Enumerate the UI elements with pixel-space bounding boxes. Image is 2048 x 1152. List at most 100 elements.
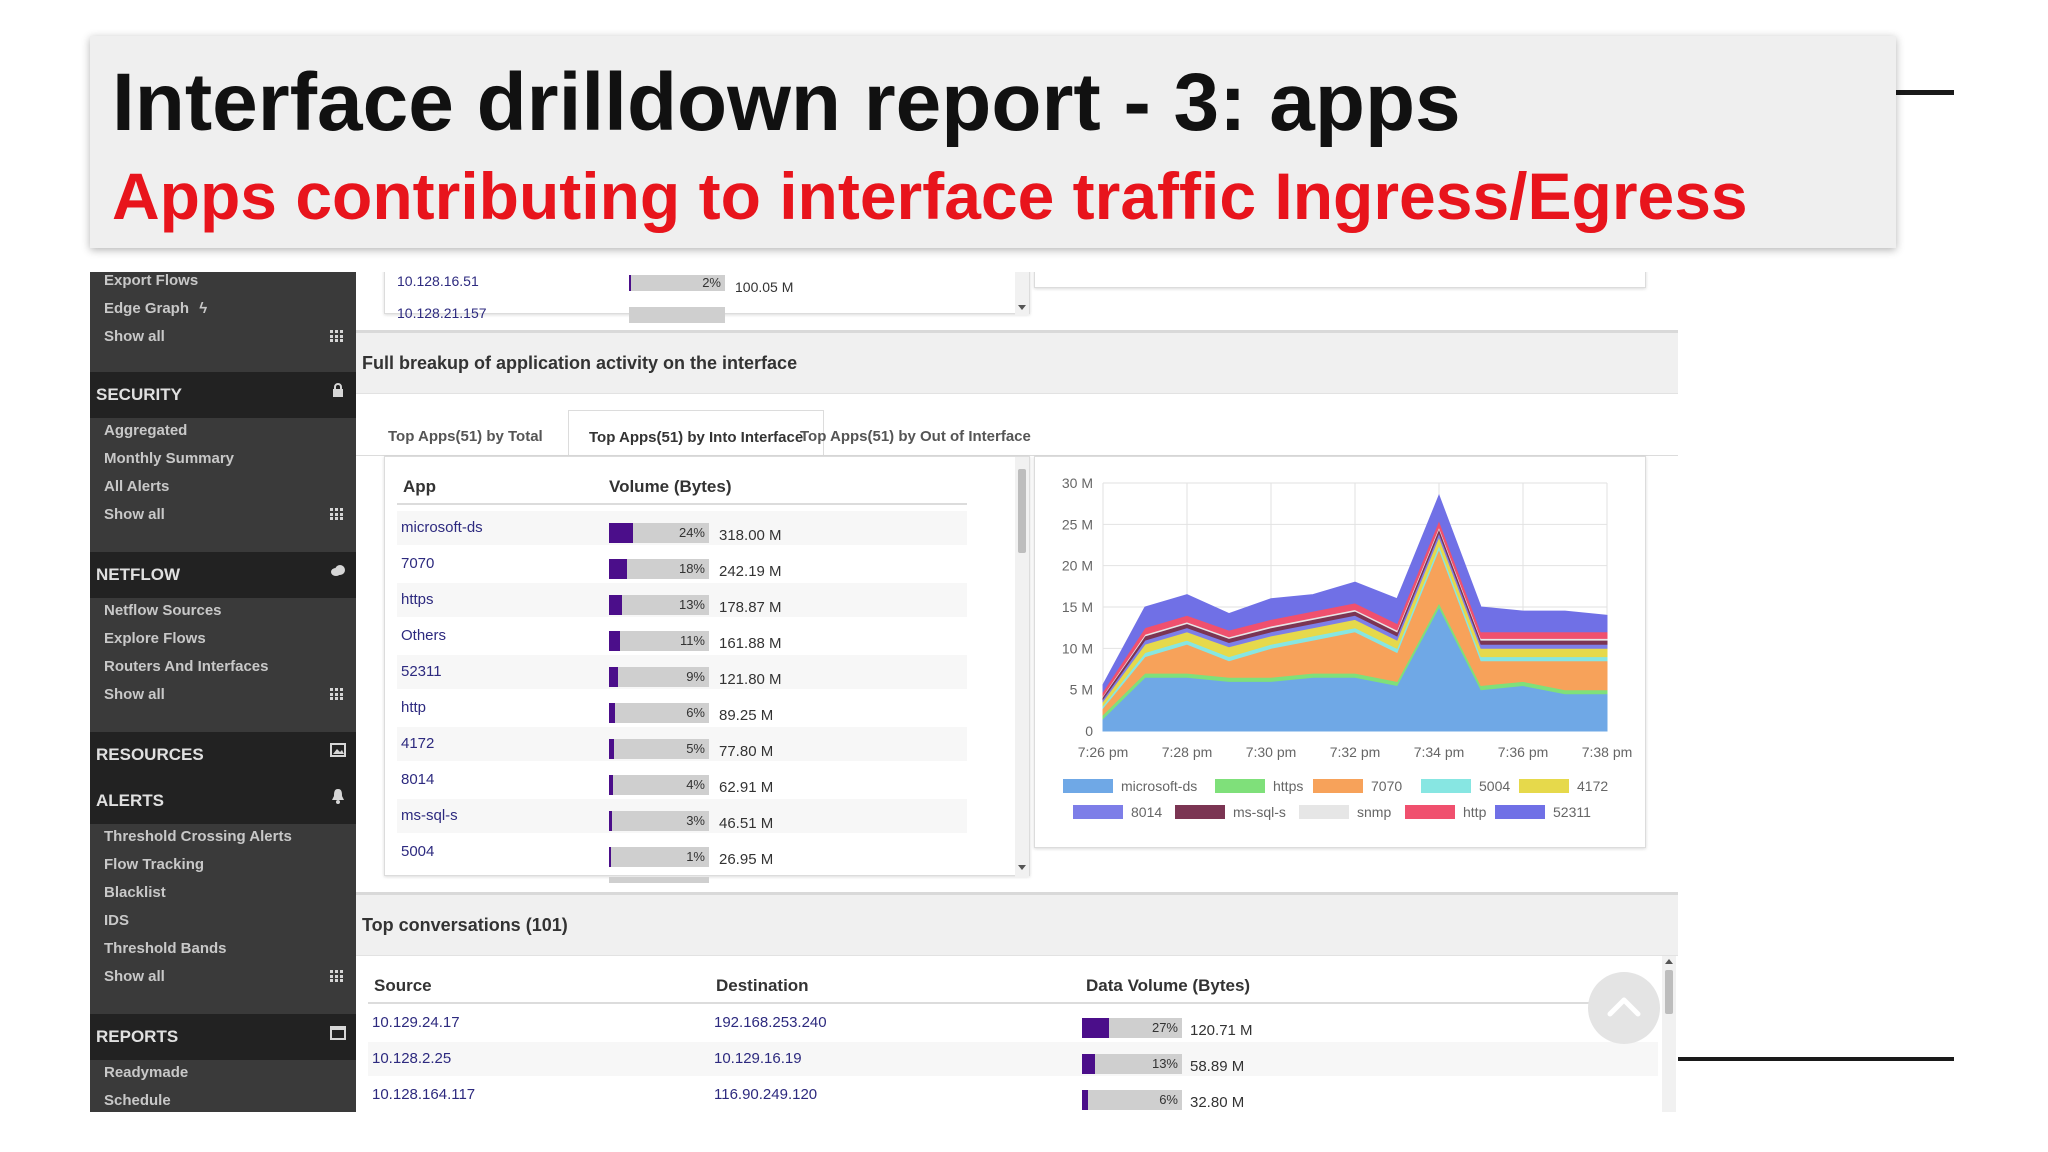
volume-value: 121.80 M	[719, 671, 782, 688]
scroll-up-arrow[interactable]	[1665, 959, 1673, 964]
scroll-down-arrow[interactable]	[1018, 305, 1026, 310]
sidebar-item-ids[interactable]: IDS	[104, 912, 130, 929]
percent-label: 3%	[686, 813, 705, 828]
main-content: 10.128.16.51 2% 100.05 M 10.128.21.157 F…	[356, 272, 1678, 1112]
x-tick-label: 7:38 pm	[1582, 744, 1633, 760]
sidebar-item-schedule[interactable]: Schedule	[104, 1092, 171, 1109]
app-link[interactable]: 5004	[401, 843, 435, 860]
scroll-thumb[interactable]	[1665, 970, 1673, 1014]
sidebar-item-show-all[interactable]: Show all	[104, 968, 165, 985]
tab-top-apps-by-total[interactable]: Top Apps(51) by Total	[388, 428, 543, 445]
sidebar-item-readymade[interactable]: Readymade	[104, 1064, 189, 1081]
legend-label[interactable]: ms-sql-s	[1233, 804, 1286, 820]
app-link[interactable]: Others	[401, 627, 447, 644]
source-link[interactable]: 10.128.164.117	[372, 1086, 476, 1103]
sidebar-item-flow-tracking[interactable]: Flow Tracking	[104, 856, 205, 873]
chart-panel: 0 5 M 10 M 15 M 20 M 25 M 30 M 7:26 pm 7:28 pm 7:…	[1034, 456, 1646, 848]
tab-top-apps-by-out-of-interface[interactable]: Top Apps(51) by Out of Interface	[800, 428, 1031, 445]
destination-link[interactable]: 10.129.16.19	[714, 1050, 802, 1067]
app-link[interactable]: https	[401, 591, 434, 608]
top-right-partial-panel	[1034, 272, 1646, 288]
scrollbar[interactable]	[1015, 272, 1029, 315]
ip-link[interactable]: 10.128.21.157	[397, 305, 487, 321]
legend-label[interactable]: https	[1273, 778, 1304, 794]
x-tick-label: 7:32 pm	[1330, 744, 1381, 760]
legend-swatch	[1421, 779, 1471, 793]
sidebar-item-export-flows[interactable]: Export Flows	[104, 272, 199, 289]
stacked-area-chart: 0 5 M 10 M 15 M 20 M 25 M 30 M 7:26 pm 7:28 pm 7:…	[1062, 475, 1633, 760]
app-link[interactable]: microsoft-ds	[401, 519, 483, 536]
scroll-down-arrow[interactable]	[1018, 865, 1026, 870]
source-link[interactable]: 10.129.24.17	[372, 1014, 460, 1031]
scrollbar[interactable]	[1662, 956, 1676, 1112]
chevron-up-icon	[1607, 997, 1641, 1017]
legend-label[interactable]: microsoft-ds	[1121, 778, 1198, 794]
tab-top-apps-by-into-interface[interactable]: Top Apps(51) by Into Interface	[568, 410, 825, 456]
sidebar-section-alerts[interactable]: ALERTS	[90, 778, 356, 824]
volume-bar	[1082, 1054, 1182, 1074]
volume-bar-fill	[609, 559, 627, 579]
sidebar-item-edge-graph[interactable]: Edge Graph ϟ	[104, 300, 207, 317]
sidebar-item-show-all[interactable]: Show all	[104, 506, 165, 523]
legend-swatch	[1519, 779, 1569, 793]
legend-label[interactable]: 4172	[1577, 778, 1609, 794]
sidebar-item-threshold-crossing-alerts[interactable]: Threshold Crossing Alerts	[104, 828, 292, 845]
volume-value: 77.80 M	[719, 743, 774, 760]
legend-label[interactable]: 5004	[1479, 778, 1511, 794]
sidebar-item-netflow-sources[interactable]: Netflow Sources	[104, 602, 222, 619]
legend-swatch	[1495, 805, 1545, 819]
volume-bar-fill	[609, 847, 611, 867]
sidebar-item-blacklist[interactable]: Blacklist	[104, 884, 166, 901]
sidebar-item-show-all[interactable]: Show all	[104, 686, 165, 703]
calendar-icon	[330, 1026, 346, 1040]
scroll-thumb[interactable]	[1018, 469, 1026, 553]
volume-bar-fill	[609, 703, 615, 723]
section-label: NETFLOW	[96, 565, 181, 584]
scrollbar[interactable]	[1015, 457, 1029, 877]
volume-bar	[609, 703, 709, 723]
legend-label[interactable]: 7070	[1371, 778, 1403, 794]
sidebar-item-routers-and-interfaces[interactable]: Routers And Interfaces	[104, 658, 269, 675]
app-link[interactable]: 52311	[401, 663, 442, 680]
app-link[interactable]: 8014	[401, 771, 435, 788]
volume-bar	[1082, 1090, 1182, 1110]
volume-value: 26.95 M	[719, 851, 774, 868]
sidebar-section-netflow[interactable]: NETFLOW	[90, 552, 356, 598]
sidebar-item-aggregated[interactable]: Aggregated	[104, 422, 188, 439]
conversations-panel: Source Destination Data Volume (Bytes) 1…	[356, 956, 1678, 1112]
legend-label[interactable]: 8014	[1131, 804, 1163, 820]
destination-link[interactable]: 116.90.249.120	[714, 1086, 818, 1103]
app-link[interactable]: ms-sql-s	[401, 807, 458, 824]
x-tick-label: 7:28 pm	[1162, 744, 1213, 760]
bolt-icon: ϟ	[199, 300, 208, 317]
x-tick-label: 7:26 pm	[1078, 744, 1129, 760]
sidebar-item-show-all[interactable]: Show all	[104, 328, 165, 345]
sidebar-item-label: Edge Graph	[104, 300, 190, 317]
y-tick-label: 5 M	[1070, 682, 1093, 698]
sidebar-item-all-alerts[interactable]: All Alerts	[104, 478, 170, 495]
legend-label[interactable]: http	[1463, 804, 1487, 820]
sidebar-section-reports[interactable]: REPORTS	[90, 1014, 356, 1060]
section-title: Top conversations (101)	[362, 915, 568, 935]
sidebar-section-security[interactable]: SECURITY	[90, 372, 356, 418]
scroll-to-top-button[interactable]	[1588, 972, 1660, 1044]
app-link[interactable]: 7070	[401, 555, 435, 572]
sidebar-item-threshold-bands[interactable]: Threshold Bands	[104, 940, 227, 957]
app-link[interactable]: http	[401, 699, 427, 716]
section-label: REPORTS	[96, 1027, 179, 1046]
sidebar-section-resources[interactable]: RESOURCES	[90, 732, 356, 778]
volume-bar-fill	[609, 775, 613, 795]
source-link[interactable]: 10.128.2.25	[372, 1050, 452, 1067]
sidebar-item-explore-flows[interactable]: Explore Flows	[104, 630, 206, 647]
destination-link[interactable]: 192.168.253.240	[714, 1014, 827, 1031]
app-link[interactable]: 4172	[401, 735, 435, 752]
legend-label[interactable]: 52311	[1553, 804, 1591, 820]
legend-label[interactable]: snmp	[1357, 804, 1392, 820]
volume-bar-fill	[609, 595, 622, 615]
volume-bar	[609, 877, 709, 883]
volume-bar	[609, 775, 709, 795]
sidebar-item-monthly-summary[interactable]: Monthly Summary	[104, 450, 235, 467]
volume-bar-fill	[609, 631, 620, 651]
ip-link[interactable]: 10.128.16.51	[397, 273, 479, 289]
